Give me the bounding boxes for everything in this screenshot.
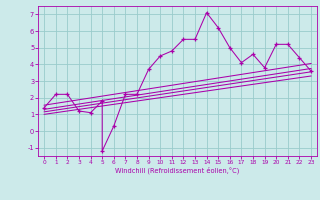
X-axis label: Windchill (Refroidissement éolien,°C): Windchill (Refroidissement éolien,°C) (116, 167, 240, 174)
